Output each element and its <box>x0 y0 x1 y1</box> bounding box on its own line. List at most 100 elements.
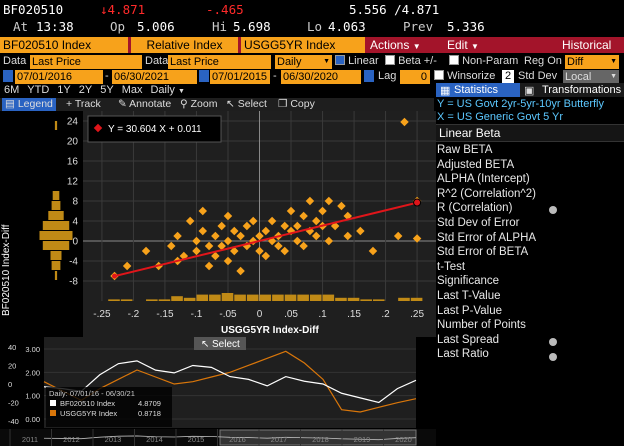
beta-checkbox[interactable]: Beta +/- <box>385 55 437 67</box>
chevron-down-icon: ▼ <box>610 58 617 65</box>
range-ytd[interactable]: YTD <box>27 84 50 96</box>
range-2y[interactable]: 2Y <box>78 84 93 96</box>
x-hist-bar <box>297 294 309 301</box>
stat-alpha[interactable]: ALPHA (Intercept) <box>437 173 530 186</box>
stat-last-p-value[interactable]: Last P-Value <box>437 304 502 317</box>
y-tick-label: 12 <box>67 177 79 188</box>
range-1y[interactable]: 1Y <box>57 84 71 96</box>
checked-box-icon <box>335 55 345 65</box>
end-date-1[interactable]: 06/30/2021 <box>112 70 197 84</box>
lag-input[interactable]: 0 <box>400 70 430 84</box>
year-label: 2015 <box>188 435 205 444</box>
linear-checkbox[interactable]: Linear <box>335 55 379 67</box>
range-6m[interactable]: 6M <box>4 84 20 96</box>
stat-last-spread[interactable]: Last Spread <box>437 333 500 346</box>
stat-std-error-alpha[interactable]: Std Error of ALPHA <box>437 231 537 244</box>
scatter-chart[interactable]: 24 20 16 12 8 4 0 -4 -8 -.25 -.2 -.15 -.1 -.05 0 .05 .1… <box>0 111 436 337</box>
crosshair-icon: + <box>66 98 73 110</box>
y-tick-label: 16 <box>67 157 79 168</box>
select-overlay-button[interactable] <box>194 337 246 350</box>
last-point-marker <box>413 198 422 207</box>
data-field-1[interactable]: Last Price <box>30 55 142 69</box>
copy-button[interactable]: ❐ Copy <box>278 98 315 111</box>
regression-equation: Y = 30.604 X + 0.011 <box>108 124 202 135</box>
scatter-point <box>223 236 233 246</box>
gear-icon[interactable] <box>549 353 557 361</box>
nonparam-checkbox[interactable]: Non-Param <box>449 55 518 67</box>
actions-menu[interactable]: Actions ▼ <box>370 37 421 53</box>
year-label: 2014 <box>146 435 163 444</box>
stat-last-t-value[interactable]: Last T-Value <box>437 289 501 302</box>
security-y-field[interactable]: BF020510 Index <box>0 37 128 53</box>
high-value: 5.698 <box>233 19 271 34</box>
y-hist-bar <box>51 261 61 270</box>
zoom-button[interactable]: ⚲ Zoom <box>180 98 217 111</box>
x-hist-bar <box>158 299 171 301</box>
x-hist-bar <box>335 297 347 301</box>
actions-label: Actions <box>370 38 410 52</box>
stat-significance[interactable]: Significance <box>437 275 500 288</box>
end-date-2[interactable]: 06/30/2020 <box>281 70 361 84</box>
security-x-field[interactable]: USGG5YR Index <box>241 37 365 53</box>
timeseries-chart[interactable]: 3.00 2.00 1.00 0.00 40 20 0 -20 -40 ↖ Select Da… <box>0 337 436 446</box>
data-field-2[interactable]: Last Price <box>168 55 271 69</box>
winsorize-checkbox[interactable]: Winsorize <box>434 70 495 82</box>
calendar-icon[interactable] <box>364 70 374 82</box>
range-5y[interactable]: 5Y <box>100 84 114 96</box>
stat-adjusted-beta[interactable]: Adjusted BETA <box>437 158 515 171</box>
track-button[interactable]: + Track <box>66 98 101 111</box>
stat-correlation[interactable]: R (Correlation) <box>437 202 513 215</box>
year-axis: 2011 2012 2013 2014 2015 2016 2017 2018 2019 2020 <box>9 429 412 446</box>
annotate-button[interactable]: ✎ Annotate <box>118 98 171 111</box>
local-select[interactable]: Local ▼ <box>563 70 619 84</box>
copy-label: Copy <box>290 98 315 110</box>
scatter-point <box>198 206 208 216</box>
magnifier-icon: ⚲ <box>180 98 188 110</box>
pencil-icon: ✎ <box>118 98 127 110</box>
calendar-icon[interactable] <box>199 70 209 82</box>
x-hist-bar <box>259 294 272 301</box>
stat-std-dev-error[interactable]: Std Dev of Error <box>437 216 520 229</box>
legend-button[interactable]: ▤ Legend <box>2 98 56 111</box>
start-date-1[interactable]: 07/01/2016 <box>15 70 103 84</box>
frequency-dropdown[interactable]: Daily ▼ <box>150 84 184 96</box>
scatter-point <box>299 241 308 251</box>
stat-raw-beta[interactable]: Raw BETA <box>437 144 493 156</box>
gear-icon[interactable] <box>549 206 557 214</box>
scatter-point <box>343 231 352 241</box>
scatter-point <box>393 231 403 241</box>
gear-icon[interactable] <box>549 338 557 346</box>
y-hist-bar <box>51 201 61 210</box>
x-axis-label: USGG5YR Index-Diff <box>221 325 319 336</box>
lag-label: Lag <box>378 70 397 82</box>
chevron-down-icon: ▼ <box>471 42 479 51</box>
cursor-icon: ↖ <box>201 339 209 350</box>
calendar-icon[interactable] <box>3 70 13 82</box>
stat-number-of-points[interactable]: Number of Points <box>437 319 526 332</box>
prev-label: Prev <box>403 19 434 34</box>
last-price-value: 4.871 <box>107 2 146 17</box>
scatter-point <box>192 246 201 256</box>
scatter-point <box>192 236 201 246</box>
stat-t-test[interactable]: t-Test <box>437 260 466 273</box>
navigator-window[interactable] <box>219 429 417 446</box>
right-tick-label: -40 <box>8 417 19 426</box>
start-date-2[interactable]: 07/01/2015 <box>210 70 270 84</box>
range-max[interactable]: Max <box>121 84 143 96</box>
frequency-select[interactable]: Daily ▼ <box>275 55 332 69</box>
stat-std-error-beta[interactable]: Std Error of BETA <box>437 246 529 259</box>
x-tick-label: .05 <box>284 309 298 320</box>
select-button[interactable]: ↖ Select <box>226 98 267 111</box>
year-label: 2020 <box>395 435 412 444</box>
historical-menu[interactable]: Historical <box>562 38 612 52</box>
scatter-point <box>318 206 327 216</box>
stat-r-squared[interactable]: R^2 (Correlation^2) <box>437 187 536 200</box>
stat-last-ratio[interactable]: Last Ratio <box>437 348 489 361</box>
transformations-tab[interactable]: ▣ Transformations <box>520 83 624 97</box>
edit-menu[interactable]: Edit ▼ <box>447 37 479 53</box>
function-field[interactable]: Relative Index <box>131 37 238 53</box>
reg-on-select[interactable]: Diff ▼ <box>565 55 619 69</box>
std-dev-input[interactable]: 2 <box>502 70 514 83</box>
x-hist-bar <box>347 297 360 301</box>
scatter-point <box>242 221 252 231</box>
